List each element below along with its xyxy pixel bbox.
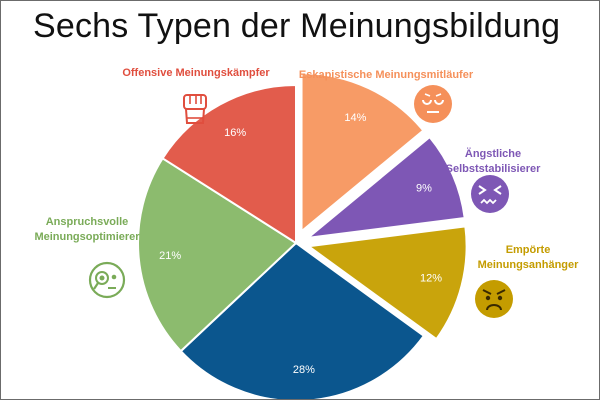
magnifier-face-icon — [88, 261, 126, 299]
pie-slice-anspruchsvolle-meinungsoptimierer — [137, 156, 298, 353]
category-label-line: Meinungsoptimierer — [34, 231, 140, 243]
category-label-line: Selbststabilisierer — [446, 163, 541, 175]
category-label-line: Ängstliche — [465, 147, 521, 160]
category-label-offensive-meinungskampfer: Offensive Meinungskämpfer — [122, 67, 270, 79]
category-label-eskapistische-meinungsmitlaufer: Eskapistische Meinungsmitläufer — [299, 69, 474, 81]
value-label-offensive-meinungskampfer: 16% — [224, 127, 246, 139]
pie-slices — [137, 72, 468, 399]
raised-fist-icon — [183, 94, 207, 124]
value-label-eskapistische-meinungsmitlaufer: 14% — [344, 112, 366, 124]
value-labels: 14% 9% 12% 28% 21% 16% — [159, 112, 442, 376]
category-label-line: Meinungsanhänger — [478, 259, 580, 271]
angry-face-icon — [475, 280, 513, 318]
category-label-emporte-meinungsanhanger: Empörte Meinungsanhänger — [478, 244, 580, 271]
category-label-line: Empörte — [506, 244, 551, 256]
value-label-angstliche-selbststabilisierer: 9% — [416, 183, 432, 195]
category-label-line: Offensive Meinungskämpfer — [122, 67, 270, 79]
pie-slice-emporte-meinungsanhanger — [305, 225, 468, 341]
category-label-angstliche-selbststabilisierer: Ängstliche Selbststabilisierer — [446, 147, 541, 175]
pie-slice-slice-4 — [179, 241, 426, 399]
category-labels: Eskapistische Meinungsmitläufer Ängstlich… — [34, 67, 579, 271]
pie-slice-angstliche-selbststabilisierer — [304, 135, 466, 240]
category-label-line: Eskapistische Meinungsmitläufer — [299, 69, 474, 81]
value-label-anspruchsvolle-meinungsoptimierer: 21% — [159, 250, 181, 262]
category-label-line: Anspruchsvolle — [46, 216, 129, 228]
anxious-face-icon — [471, 175, 509, 213]
chart-title: Sechs Typen der Meinungsbildung — [33, 7, 561, 45]
category-icons — [88, 85, 513, 318]
pie-slice-eskapistische-meinungsmitlaufer — [300, 72, 425, 234]
value-label-emporte-meinungsanhanger: 12% — [420, 273, 442, 285]
sad-face-icon — [414, 85, 452, 123]
pie-slice-offensive-meinungskampfer — [161, 83, 297, 245]
value-label-slice-4: 28% — [293, 364, 315, 376]
category-label-anspruchsvolle-meinungsoptimierer: Anspruchsvolle Meinungsoptimierer — [34, 216, 140, 243]
